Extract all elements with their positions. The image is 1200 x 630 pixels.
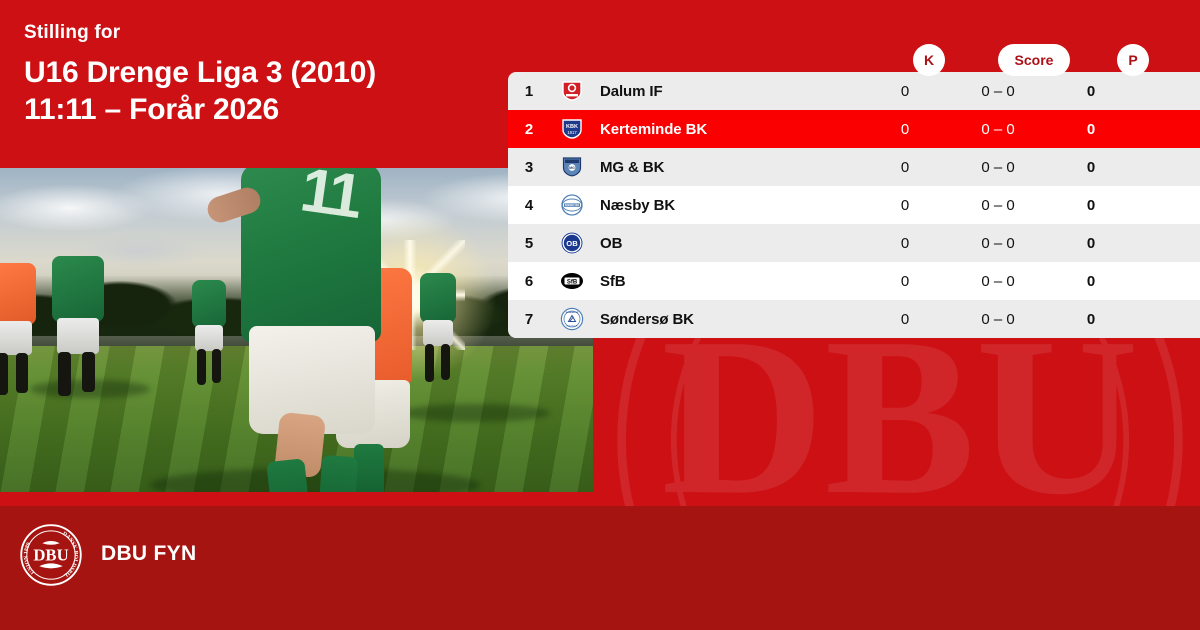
row-rank: 3 <box>524 158 534 176</box>
photo-background-player <box>420 273 456 385</box>
svg-text:BOLDKLUB: BOLDKLUB <box>567 326 578 328</box>
ob-crest-icon: OB <box>550 231 594 255</box>
table-row[interactable]: 7 SØNDERSØ BOLDKLUB Søndersø BK 0 0 – 0 0 <box>508 300 1200 338</box>
row-points: 0 <box>1086 196 1096 214</box>
sondersoe-bk-crest-icon: SØNDERSØ BOLDKLUB <box>550 307 594 331</box>
row-points: 0 <box>1086 234 1096 252</box>
photo-shadow <box>400 404 550 422</box>
table-row[interactable]: 3 MG MG & BK 0 0 – 0 0 <box>508 148 1200 186</box>
row-points: 0 <box>1086 272 1096 290</box>
row-points: 0 <box>1086 158 1096 176</box>
row-played: 0 <box>900 196 910 214</box>
svg-text:KBK: KBK <box>566 124 578 130</box>
row-played: 0 <box>900 82 910 100</box>
dbu-logo-icon: UNION 1889 DANSK BOLDSPIL DBU <box>20 524 82 586</box>
photo-main-player: 11 <box>204 168 405 492</box>
row-points: 0 <box>1086 120 1096 138</box>
standings-table: 1 Dalum IF 0 0 – 0 0 2 KBK 1917 Kertemind… <box>508 72 1200 338</box>
table-row[interactable]: 1 Dalum IF 0 0 – 0 0 <box>508 72 1200 110</box>
table-row[interactable]: 4 NÆSBY BK Næsby BK 0 0 – 0 0 <box>508 186 1200 224</box>
photo-background-player <box>192 280 226 386</box>
row-team-name: Dalum IF <box>600 82 663 100</box>
svg-text:SØNDERSØ: SØNDERSØ <box>566 312 579 314</box>
row-team-name: Næsby BK <box>600 196 676 214</box>
column-header-p: P <box>1117 44 1149 76</box>
table-row[interactable]: 5 OB OB 0 0 – 0 0 <box>508 224 1200 262</box>
row-rank: 5 <box>524 234 534 252</box>
row-rank: 7 <box>524 310 534 328</box>
row-points: 0 <box>1086 82 1096 100</box>
svg-text:OB: OB <box>566 239 578 248</box>
table-column-headers: K Score P <box>508 44 1200 76</box>
row-rank: 1 <box>524 82 534 100</box>
title-line-2: 11:11 – Forår 2026 <box>24 93 279 127</box>
photo-background-player <box>52 256 104 396</box>
row-score: 0 – 0 <box>981 120 1015 138</box>
sfb-crest-icon: SfB <box>550 269 594 293</box>
row-rank: 4 <box>524 196 534 214</box>
page-title: U16 Drenge Liga 3 (2010) 11:11 – Forår 2… <box>24 54 494 128</box>
row-played: 0 <box>900 158 910 176</box>
photo-background-player <box>0 263 36 395</box>
row-score: 0 – 0 <box>981 310 1015 328</box>
row-played: 0 <box>900 272 910 290</box>
row-score: 0 – 0 <box>981 234 1015 252</box>
header: Stilling for U16 Drenge Liga 3 (2010) 11… <box>0 0 520 168</box>
row-rank: 6 <box>524 272 534 290</box>
row-played: 0 <box>900 234 910 252</box>
row-score: 0 – 0 <box>981 196 1015 214</box>
naesby-bk-crest-icon: NÆSBY BK <box>550 193 594 217</box>
svg-text:DBU: DBU <box>33 546 68 565</box>
svg-text:MG: MG <box>569 166 575 170</box>
row-score: 0 – 0 <box>981 82 1015 100</box>
svg-text:NÆSBY BK: NÆSBY BK <box>565 203 579 207</box>
table-row[interactable]: 2 KBK 1917 Kerteminde BK 0 0 – 0 0 <box>508 110 1200 148</box>
column-header-k: K <box>913 44 945 76</box>
row-team-name: Søndersø BK <box>600 310 694 328</box>
footer: UNION 1889 DANSK BOLDSPIL DBU DBU FYN <box>0 506 1200 630</box>
row-played: 0 <box>900 310 910 328</box>
footer-title: DBU FYN <box>101 542 197 565</box>
svg-text:SfB: SfB <box>567 279 578 285</box>
row-team-name: Kerteminde BK <box>600 120 708 138</box>
row-team-name: MG & BK <box>600 158 665 176</box>
row-score: 0 – 0 <box>981 158 1015 176</box>
football-match-photo: 11 <box>0 168 593 492</box>
row-team-name: SfB <box>600 272 626 290</box>
header-kicker: Stilling for <box>24 22 121 43</box>
table-row[interactable]: 6 SfB SfB 0 0 – 0 0 <box>508 262 1200 300</box>
svg-text:1917: 1917 <box>567 130 577 135</box>
title-line-1: U16 Drenge Liga 3 (2010) <box>24 56 377 89</box>
row-rank: 2 <box>524 120 534 138</box>
column-header-score: Score <box>998 44 1070 76</box>
kerteminde-bk-crest-icon: KBK 1917 <box>550 117 594 141</box>
row-points: 0 <box>1086 310 1096 328</box>
row-score: 0 – 0 <box>981 272 1015 290</box>
dalum-if-crest-icon <box>550 79 594 103</box>
mg-bk-crest-icon: MG <box>550 155 594 179</box>
row-team-name: OB <box>600 234 623 252</box>
row-played: 0 <box>900 120 910 138</box>
